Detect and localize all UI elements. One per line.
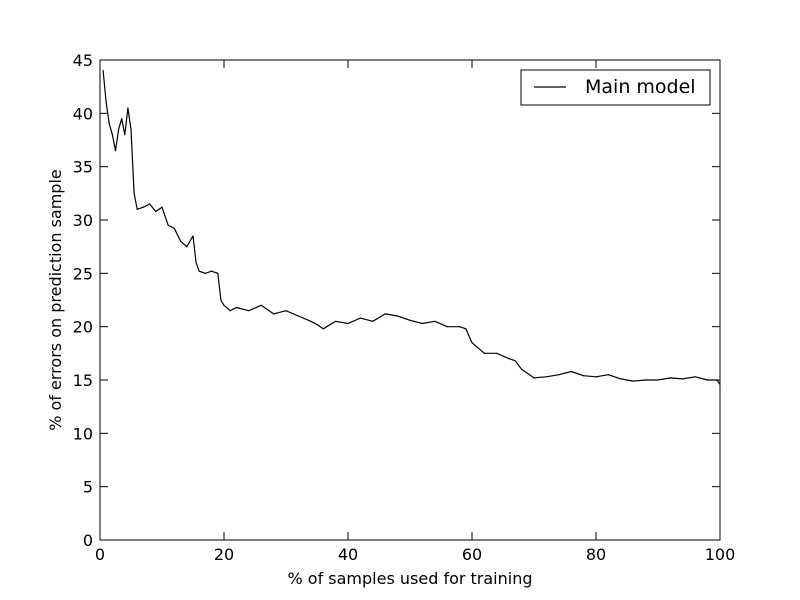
data-point [359, 317, 361, 319]
data-point [570, 370, 572, 373]
data-point [114, 150, 117, 152]
data-point [316, 323, 318, 326]
data-point [434, 320, 436, 322]
data-point [260, 304, 262, 306]
data-point [607, 374, 610, 376]
data-point [133, 192, 135, 194]
data-point [142, 206, 144, 208]
data-point [521, 368, 523, 370]
data-point [121, 118, 123, 120]
data-point [223, 304, 225, 306]
data-point [347, 322, 349, 325]
series-layer [102, 70, 721, 385]
data-point [514, 360, 517, 362]
data-point [483, 352, 485, 354]
data-point [229, 310, 231, 312]
data-point [471, 342, 473, 344]
data-point [102, 70, 104, 72]
data-point [105, 102, 107, 104]
data-point [533, 377, 535, 379]
data-point [632, 380, 634, 382]
data-point [180, 240, 182, 242]
y-tick-label: 5 [83, 478, 93, 497]
data-point [204, 272, 206, 274]
data-point [155, 210, 157, 213]
data-point [136, 208, 138, 210]
plot-area [99, 59, 721, 541]
x-tick-label: 100 [705, 545, 736, 564]
y-tick-label: 35 [73, 158, 93, 177]
data-point [397, 315, 399, 317]
data-point [465, 328, 467, 330]
data-point [211, 270, 213, 272]
data-point [620, 378, 622, 380]
data-point [192, 235, 194, 237]
data-point [220, 299, 222, 301]
data-point [446, 326, 448, 328]
data-point [707, 379, 709, 381]
data-point [645, 379, 647, 381]
data-point [595, 376, 597, 378]
data-point [111, 134, 113, 136]
data-point [186, 246, 188, 248]
x-axis-ticks: 0 20 40 60 80 100 [95, 60, 735, 564]
data-point [409, 319, 411, 321]
y-axis-ticks: 0 5 10 15 20 25 30 35 40 45 [73, 51, 720, 550]
legend-label: Main model [585, 76, 696, 98]
data-point [421, 322, 423, 325]
y-tick-label: 30 [73, 211, 93, 230]
data-point [545, 376, 548, 378]
x-tick-label: 60 [462, 545, 482, 564]
data-point [124, 134, 126, 136]
data-point [669, 377, 672, 379]
y-tick-label: 45 [73, 51, 93, 70]
data-point [161, 206, 163, 208]
data-point [108, 123, 110, 125]
data-point [694, 376, 696, 378]
data-point [322, 328, 324, 330]
data-point [173, 227, 175, 230]
data-point [149, 203, 151, 205]
data-point [195, 262, 197, 264]
data-point [198, 270, 200, 272]
x-tick-label: 0 [95, 545, 105, 564]
data-point [297, 315, 299, 317]
x-tick-label: 40 [338, 545, 358, 564]
data-point [657, 379, 659, 381]
data-point [583, 375, 585, 377]
y-tick-label: 20 [73, 318, 93, 337]
data-point [217, 272, 219, 274]
y-tick-label: 10 [73, 424, 93, 443]
data-point [508, 358, 510, 360]
data-point [130, 128, 132, 130]
data-point [310, 320, 312, 322]
legend: Main model [520, 69, 711, 106]
x-axis-label: % of samples used for training [287, 569, 532, 588]
data-point [167, 224, 169, 226]
data-point [273, 313, 275, 315]
data-point [719, 383, 721, 385]
data-point [558, 374, 560, 376]
data-point [496, 352, 498, 354]
data-point [335, 320, 337, 322]
data-point [127, 107, 129, 109]
data-point [372, 320, 374, 322]
data-point [248, 310, 250, 312]
data-point [118, 128, 120, 130]
y-tick-label: 40 [73, 104, 93, 123]
y-tick-label: 25 [73, 264, 93, 283]
data-point [235, 306, 237, 309]
data-point [384, 313, 386, 315]
data-point [716, 379, 718, 381]
x-tick-label: 20 [214, 545, 234, 564]
y-tick-label: 15 [73, 371, 93, 390]
y-tick-label: 0 [83, 531, 93, 550]
data-point [682, 378, 684, 380]
y-axis-label: % of errors on prediction sample [46, 169, 65, 431]
data-point [459, 326, 461, 328]
x-tick-label: 80 [586, 545, 606, 564]
data-point [285, 310, 287, 312]
